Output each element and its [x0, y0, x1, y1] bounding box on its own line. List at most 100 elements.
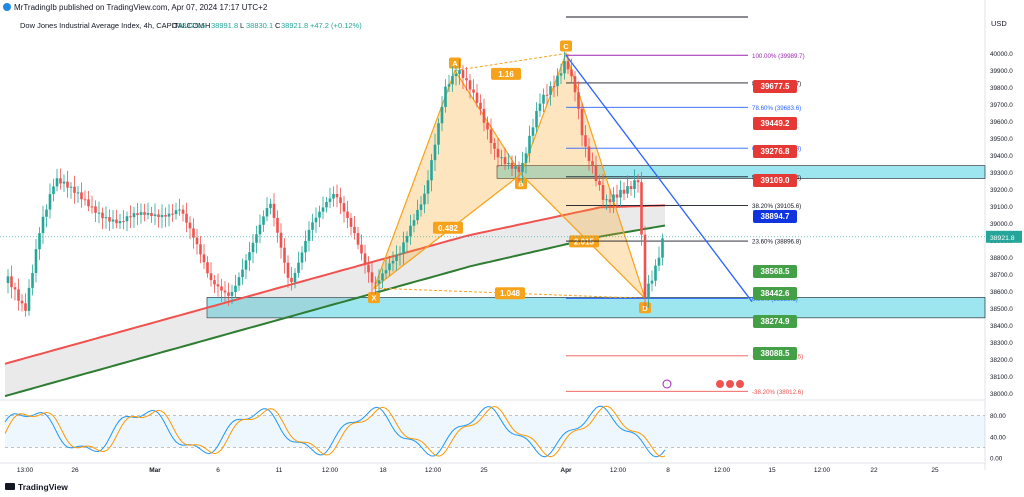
candle-body [269, 203, 272, 209]
time-tick-label: 12:00 [322, 467, 339, 474]
ohlc-low-label: L [240, 21, 244, 30]
candle-body [430, 160, 433, 181]
candle-body [622, 189, 626, 194]
price-tick-label: 38600.0 [990, 289, 1013, 296]
candle-body [377, 280, 381, 284]
currency-label[interactable]: USD [991, 19, 1007, 28]
candle-body [633, 180, 636, 190]
candle-body [503, 157, 507, 165]
candle-body [195, 237, 199, 245]
candle-body [171, 213, 174, 215]
time-tick-label: 12:00 [425, 467, 442, 474]
candle-body [472, 89, 475, 93]
candle-body [115, 219, 118, 224]
candle-body [62, 181, 66, 184]
price-tick-label: 38000.0 [990, 391, 1013, 398]
pattern-point-label: C [563, 42, 569, 51]
candle-body [598, 181, 601, 186]
price-tick-label: 39300.0 [990, 170, 1013, 177]
candle-body [437, 123, 440, 145]
candle-body [27, 287, 31, 311]
candle-body [447, 84, 451, 87]
candle-body [332, 193, 335, 199]
candle-body [363, 253, 367, 265]
resistance-label-text: 39109.0 [761, 176, 790, 185]
candle-body [34, 249, 38, 274]
supply-demand-zone [496, 165, 986, 179]
candle-body [76, 192, 80, 194]
candle-body [580, 108, 584, 136]
flag-icon[interactable] [726, 380, 734, 388]
candle-body [535, 110, 538, 128]
time-tick-label: 25 [931, 467, 939, 474]
price-tick-label: 39100.0 [990, 204, 1013, 211]
candle-body [178, 209, 181, 211]
candle-body [612, 194, 615, 203]
candle-body [66, 181, 69, 188]
event-icon[interactable] [662, 379, 672, 389]
author-avatar-icon[interactable] [3, 3, 11, 11]
time-tick-label: 12:00 [714, 467, 731, 474]
price-tick-label: 39600.0 [990, 119, 1013, 126]
pattern-point-label: A [452, 59, 458, 68]
candle-body [510, 162, 514, 169]
candle-body [346, 211, 349, 218]
flag-icon[interactable] [736, 380, 744, 388]
candle-body [94, 206, 97, 213]
candle-body [265, 208, 269, 217]
ohlc-close: 38921.8 [281, 21, 308, 30]
candle-body [507, 162, 510, 165]
pattern-ratio-box [495, 287, 525, 300]
candle-body [293, 272, 297, 283]
price-tick-label: 38100.0 [990, 374, 1013, 381]
candle-body [475, 92, 479, 103]
candle-body [556, 75, 559, 87]
candle-body [468, 80, 472, 90]
candle-body [528, 135, 531, 154]
candle-body [381, 273, 384, 281]
pattern-point-b [515, 178, 527, 190]
candle-body [615, 194, 619, 198]
candle-body [230, 292, 234, 296]
candles [6, 51, 664, 317]
candle-body [374, 282, 377, 284]
time-axis[interactable]: 13:00 26 Mar 6 11 12:00 18 12:00 25 Apr 12:00 8 12:0… [17, 467, 939, 474]
candle-body [402, 242, 405, 254]
price-axis[interactable]: 38000.0 38100.0 38200.0 38300.0 38400.0 38500… [990, 51, 1013, 398]
candle-body [500, 157, 503, 159]
ohlc-open: 38875.6 [178, 21, 205, 30]
time-tick-label: 12:00 [814, 467, 831, 474]
support-label-text: 38442.6 [761, 289, 790, 298]
candle-body [223, 290, 227, 293]
flag-icon[interactable] [716, 380, 724, 388]
resistance-label [753, 80, 797, 93]
candle-body [150, 213, 153, 217]
candle-body [251, 242, 255, 253]
ma-ribbon [5, 205, 665, 397]
candle-body [52, 186, 55, 195]
candle-body [192, 228, 195, 238]
candle-body [104, 217, 108, 219]
candle-body [370, 272, 374, 283]
candle-body [41, 216, 45, 234]
candle-body [489, 129, 493, 144]
ma-green-line [4, 224, 666, 398]
candle-body [174, 210, 178, 215]
ohlc-close-label: C [275, 21, 281, 30]
resistance-label [753, 145, 797, 158]
stoch-band [5, 415, 985, 448]
candle-body [321, 207, 325, 212]
price-tick-label: 39900.0 [990, 68, 1013, 75]
stoch-tick-label: 40.00 [990, 434, 1006, 441]
candle-body [272, 203, 276, 218]
candle-body [643, 234, 647, 299]
candle-body [45, 209, 48, 217]
candle-body [356, 233, 360, 245]
candle-body [412, 220, 416, 226]
symbol-title[interactable]: Dow Jones Industrial Average Index, 4h, … [20, 21, 204, 30]
candle-body [276, 217, 279, 233]
candle-body [157, 214, 160, 218]
candle-body [493, 143, 496, 149]
candle-body [419, 204, 423, 210]
